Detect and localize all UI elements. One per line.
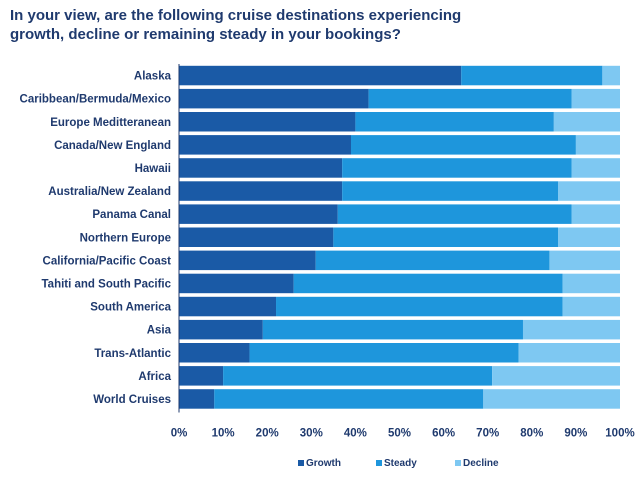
bar-steady <box>461 65 603 86</box>
category-label: Hawaii <box>135 163 171 175</box>
category-label: Trans-Atlantic <box>94 348 171 360</box>
x-tick-label: 100% <box>605 428 634 440</box>
bar-steady <box>214 389 484 409</box>
bar-growth <box>179 112 356 132</box>
bar-steady <box>276 296 563 317</box>
category-label: Australia/New Zealand <box>48 186 171 198</box>
bar-decline <box>522 319 620 340</box>
category-label: Europe Meditteranean <box>50 117 171 129</box>
category-label: Panama Canal <box>92 209 171 221</box>
x-tick-label: 0% <box>171 428 188 440</box>
x-tick-label: 40% <box>344 428 367 440</box>
category-label: Caribbean/Bermuda/Mexico <box>20 94 171 106</box>
category-label: Northern Europe <box>80 232 171 244</box>
bar-decline <box>549 250 620 271</box>
category-label: Africa <box>138 371 171 383</box>
bar-steady <box>355 112 554 132</box>
bar-steady <box>293 273 563 294</box>
category-label: World Cruises <box>93 394 171 406</box>
category-label: Tahiti and South Pacific <box>42 278 172 290</box>
bar-decline <box>558 181 620 201</box>
bar-steady <box>368 88 572 109</box>
chart-title-line-1: In your view, are the following cruise d… <box>10 7 462 24</box>
bar-growth <box>179 296 277 317</box>
bar-steady <box>223 366 493 386</box>
bar-decline <box>571 88 620 109</box>
bar-growth <box>179 88 369 109</box>
x-tick-label: 90% <box>564 428 587 440</box>
bar-growth <box>179 319 263 340</box>
x-tick-label: 30% <box>300 428 323 440</box>
category-label: Canada/New England <box>54 140 171 152</box>
bar-decline <box>558 227 620 247</box>
bar-steady <box>249 343 519 363</box>
chart-title: In your view, are the following cruise d… <box>10 6 630 44</box>
category-label: Asia <box>147 325 172 337</box>
bar-growth <box>179 158 343 178</box>
bar-steady <box>350 135 576 155</box>
legend-swatch-growth <box>298 460 304 466</box>
bar-decline <box>553 112 620 132</box>
bar-growth <box>179 227 334 247</box>
bar-steady <box>342 158 572 178</box>
bar-growth <box>179 250 316 271</box>
legend-label-growth: Growth <box>306 458 341 469</box>
x-tick-label: 20% <box>256 428 279 440</box>
bar-decline <box>602 65 620 86</box>
x-tick-label: 10% <box>212 428 235 440</box>
bar-decline <box>571 158 620 178</box>
legend-swatch-steady <box>376 460 382 466</box>
legend-label-decline: Decline <box>463 458 499 469</box>
bar-decline <box>483 389 620 409</box>
x-tick-label: 70% <box>476 428 499 440</box>
bar-decline <box>571 204 620 224</box>
bar-decline <box>562 296 620 317</box>
bar-steady <box>262 319 523 340</box>
chart-title-line-2: growth, decline or remaining steady in y… <box>10 26 401 43</box>
bar-decline <box>518 343 620 363</box>
bar-decline <box>492 366 620 386</box>
x-tick-label: 60% <box>432 428 455 440</box>
bar-growth <box>179 389 215 409</box>
category-label: Alaska <box>134 71 172 83</box>
bar-growth <box>179 273 294 294</box>
bar-steady <box>337 204 572 224</box>
category-label: California/Pacific Coast <box>43 255 172 267</box>
bar-growth <box>179 65 462 86</box>
legend-label-steady: Steady <box>384 458 417 469</box>
legend-swatch-decline <box>455 460 461 466</box>
bar-decline <box>575 135 620 155</box>
bar-growth <box>179 135 351 155</box>
bar-decline <box>562 273 620 294</box>
bar-growth <box>179 366 224 386</box>
x-tick-label: 80% <box>520 428 543 440</box>
bar-steady <box>333 227 559 247</box>
category-label: South America <box>90 302 171 314</box>
bar-growth <box>179 204 338 224</box>
bar-growth <box>179 181 343 201</box>
bar-growth <box>179 343 250 363</box>
bar-steady <box>342 181 559 201</box>
bar-steady <box>315 250 550 271</box>
x-tick-label: 50% <box>388 428 411 440</box>
